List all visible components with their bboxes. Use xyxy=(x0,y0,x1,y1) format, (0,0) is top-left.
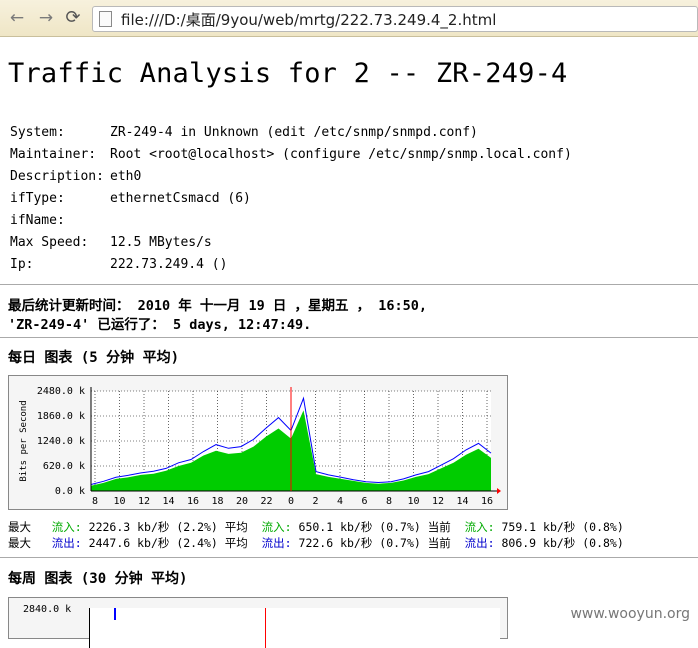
info-value: ZR-249-4 in Unknown (edit /etc/snmp/snmp… xyxy=(110,125,478,140)
legend-in-avg: 650.1 kb/秒 (0.7%) xyxy=(298,520,421,534)
info-value: eth0 xyxy=(110,169,142,184)
weekly-spike xyxy=(114,608,116,620)
page-title: Traffic Analysis for 2 -- ZR-249-4 xyxy=(8,58,568,89)
y-tick-label: 2480.0 k xyxy=(37,386,85,397)
y-tick-label: 620.0 k xyxy=(43,461,85,472)
info-key: Max Speed: xyxy=(10,235,89,250)
weekly-y-tick: 2840.0 k xyxy=(23,604,72,615)
page-icon xyxy=(99,11,112,27)
legend-in-max: 2226.3 kb/秒 (2.2%) xyxy=(88,520,218,534)
info-key: System: xyxy=(10,125,65,140)
info-key: ifType: xyxy=(10,191,65,206)
info-key: Description: xyxy=(10,169,104,184)
browser-toolbar: ← → ⟳ file:///D:/桌面/9you/web/mrtg/222.73… xyxy=(0,0,698,37)
x-tick-label: 12 xyxy=(432,496,444,507)
weekly-plot-area xyxy=(89,608,500,648)
legend-out-label: 流出: xyxy=(464,536,495,550)
y-tick-label: 1860.0 k xyxy=(37,411,85,422)
watermark: www.wooyun.org xyxy=(570,606,690,622)
uptime: 'ZR-249-4' 已运行了： 5 days, 12:47:49. xyxy=(8,317,312,333)
x-tick-label: 0 xyxy=(288,496,294,507)
legend-cur-label: 当前 xyxy=(427,536,451,550)
legend-max-label: 最大 xyxy=(8,536,31,550)
y-tick-label: 1240.0 k xyxy=(37,436,85,447)
legend-out-label: 流出: xyxy=(51,536,82,550)
info-value: Root <root@localhost> (configure /etc/sn… xyxy=(110,147,572,162)
daily-graph: 0.0 k 620.0 k 1240.0 k 1860.0 k 2480.0 k 8 10 1… xyxy=(8,375,508,510)
legend-avg-label: 平均 xyxy=(224,536,248,550)
url-text[interactable]: file:///D:/桌面/9you/web/mrtg/222.73.249.4… xyxy=(121,11,497,29)
legend-in-cur: 759.1 kb/秒 (0.8%) xyxy=(501,520,624,534)
x-tick-label: 14 xyxy=(162,496,174,507)
divider xyxy=(0,557,698,558)
info-value: 12.5 MBytes/s xyxy=(110,235,212,250)
axis-arrow xyxy=(497,488,501,494)
divider xyxy=(0,284,698,285)
legend-in-label: 流入: xyxy=(464,520,495,534)
reload-icon[interactable]: ⟳ xyxy=(65,7,81,28)
legend-in-row: 最大 流入: 2226.3 kb/秒 (2.2%) 平均 流入: 650.1 k… xyxy=(8,519,624,535)
x-tick-label: 22 xyxy=(260,496,272,507)
weekly-now-marker xyxy=(265,608,266,648)
legend-out-avg: 722.6 kb/秒 (0.7%) xyxy=(298,536,421,550)
divider xyxy=(0,337,698,338)
weekly-graph: 2840.0 k xyxy=(8,597,508,648)
y-tick-label: 0.0 k xyxy=(55,486,85,497)
info-key: ifName: xyxy=(10,213,65,228)
x-tick-label: 6 xyxy=(361,496,367,507)
legend-out-row: 最大 流出: 2447.6 kb/秒 (2.4%) 平均 流出: 722.6 k… xyxy=(8,535,624,551)
info-value: ethernetCsmacd (6) xyxy=(110,191,251,206)
forward-icon[interactable]: → xyxy=(38,8,54,28)
info-key: Maintainer: xyxy=(10,147,97,162)
info-key: Ip: xyxy=(10,257,34,272)
daily-graph-title: 每日 图表 (5 分钟 平均) xyxy=(8,350,180,366)
y-axis-label: Bits per Second xyxy=(19,400,29,481)
x-tick-label: 20 xyxy=(236,496,248,507)
x-tick-label: 10 xyxy=(407,496,419,507)
x-tick-label: 18 xyxy=(211,496,223,507)
legend-cur-label: 当前 xyxy=(427,520,451,534)
x-tick-label: 16 xyxy=(187,496,199,507)
x-tick-label: 8 xyxy=(92,496,98,507)
x-tick-label: 10 xyxy=(113,496,125,507)
legend-in-label: 流入: xyxy=(261,520,292,534)
x-tick-label: 16 xyxy=(481,496,493,507)
x-tick-label: 2 xyxy=(312,496,318,507)
x-tick-label: 8 xyxy=(386,496,392,507)
legend-in-label: 流入: xyxy=(51,520,82,534)
weekly-graph-title: 每周 图表 (30 分钟 平均) xyxy=(8,571,188,587)
info-value: 222.73.249.4 () xyxy=(110,257,228,272)
last-update: 最后统计更新时间： 2010 年 十一月 19 日 ，星期五 ， 16:50, xyxy=(8,298,428,314)
legend-out-max: 2447.6 kb/秒 (2.4%) xyxy=(88,536,218,550)
x-tick-label: 4 xyxy=(337,496,343,507)
legend-out-cur: 806.9 kb/秒 (0.8%) xyxy=(501,536,624,550)
x-tick-label: 12 xyxy=(138,496,150,507)
legend-max-label: 最大 xyxy=(8,520,31,534)
legend-out-label: 流出: xyxy=(261,536,292,550)
address-bar[interactable]: file:///D:/桌面/9you/web/mrtg/222.73.249.4… xyxy=(92,6,698,32)
daily-chart-svg: 0.0 k 620.0 k 1240.0 k 1860.0 k 2480.0 k 8 10 1… xyxy=(19,386,501,507)
x-tick-label: 14 xyxy=(456,496,468,507)
back-icon[interactable]: ← xyxy=(9,8,25,28)
legend-avg-label: 平均 xyxy=(224,520,248,534)
